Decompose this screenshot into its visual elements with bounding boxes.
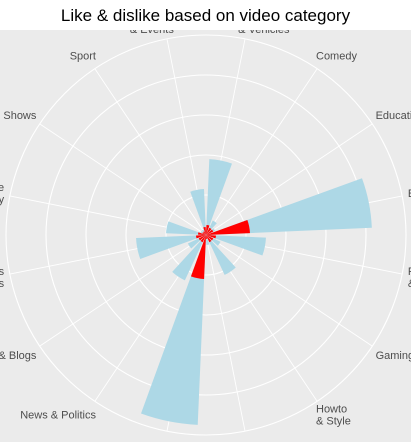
- bar-series-2-movies: [206, 235, 208, 239]
- category-label: Film& Animatio: [408, 266, 411, 290]
- category-label-line: Sport: [70, 50, 96, 62]
- bar-series-1-autos-vehicles: [206, 159, 232, 235]
- bar-series-2-entertainment: [206, 219, 250, 235]
- category-label: Autos& Vehicles: [238, 30, 290, 36]
- grid-spoke: [39, 234, 207, 347]
- grid-spoke: [205, 123, 373, 236]
- category-label-line: Film: [408, 266, 411, 278]
- category-label-line: & Animatio: [408, 278, 411, 290]
- grid-spoke: [205, 234, 373, 347]
- category-label-line: & Animals: [0, 278, 5, 290]
- category-label: Gaming: [376, 350, 411, 362]
- category-label-line: Science: [0, 182, 4, 194]
- category-label-line: Howto: [316, 404, 347, 416]
- bar-series-2-howto-style: [206, 235, 212, 243]
- bar-series-2-news-politics: [200, 235, 206, 243]
- bar-series-1-news-politics: [172, 235, 206, 281]
- category-label: People & Blogs: [0, 350, 37, 362]
- bar-series-2-travel-events: [203, 227, 206, 235]
- grid-spoke: [205, 234, 246, 432]
- category-label-line: Pets: [0, 266, 5, 278]
- bar-series-1-science-technology: [166, 221, 206, 235]
- grid-circle: [5, 34, 407, 436]
- category-label-line: Comedy: [316, 50, 357, 62]
- category-label-line: Entertaime: [408, 188, 411, 200]
- bar-series-2-education: [206, 229, 214, 235]
- category-label-line: & Vehicles: [238, 30, 290, 36]
- category-label: Entertaime: [408, 188, 411, 200]
- grid-spoke: [205, 68, 318, 236]
- grid-circle: [125, 154, 287, 316]
- bar-series-1-film-animation: [206, 235, 266, 256]
- category-label: Howto & Style: [316, 404, 351, 428]
- bar-series-2-sport: [203, 231, 206, 235]
- bar-series-2-film-animation: [206, 235, 216, 239]
- bar-series-1-howto-style: [206, 235, 236, 275]
- category-label: Travel& Events: [130, 30, 175, 36]
- category-label-line: & Events: [130, 30, 175, 36]
- grid-circle: [45, 74, 367, 396]
- bar-series-2-autos-vehicles: [206, 225, 210, 235]
- category-label-line: Shows: [3, 110, 37, 122]
- bar-series-1-travel-events: [190, 189, 206, 235]
- category-label: News & Politics: [20, 410, 96, 422]
- bar-series-2-people-blogs: [198, 235, 206, 241]
- category-label: Education: [376, 110, 411, 122]
- category-label-line: News & Politics: [20, 410, 96, 422]
- chart-title: Like & dislike based on video category: [60, 6, 351, 25]
- category-label-line: Technology: [0, 194, 5, 206]
- bar-series-2-music: [190, 235, 206, 279]
- grid-circle: [85, 114, 327, 356]
- category-label: Shows: [3, 110, 37, 122]
- grid-spoke: [39, 123, 207, 236]
- category-label: ScienceTechnology: [0, 182, 5, 206]
- bar-series-2-comedy: [206, 227, 212, 235]
- bar-series-2-pets-animals: [196, 235, 206, 239]
- bar-series-2-science-technology: [198, 232, 206, 235]
- polar-chart: Autos& Vehicles Comedy Education Entertaime…: [0, 30, 411, 442]
- bar-series-2-gaming: [206, 235, 214, 241]
- category-label-line: Gaming: [376, 350, 411, 362]
- category-label: Pets& Animals: [0, 266, 5, 290]
- category-label-line: & Style: [316, 416, 351, 428]
- category-label: Sport: [70, 50, 96, 62]
- grid-spoke: [94, 68, 207, 236]
- grid-circle: [165, 194, 247, 276]
- bar-series-1-pets-animals: [136, 235, 206, 259]
- bar-series-1-music: [141, 235, 206, 425]
- bar-series-2-shows: [202, 232, 206, 235]
- category-label-line: Education: [376, 110, 411, 122]
- category-label: Comedy: [316, 50, 357, 62]
- category-label-line: People & Blogs: [0, 350, 37, 362]
